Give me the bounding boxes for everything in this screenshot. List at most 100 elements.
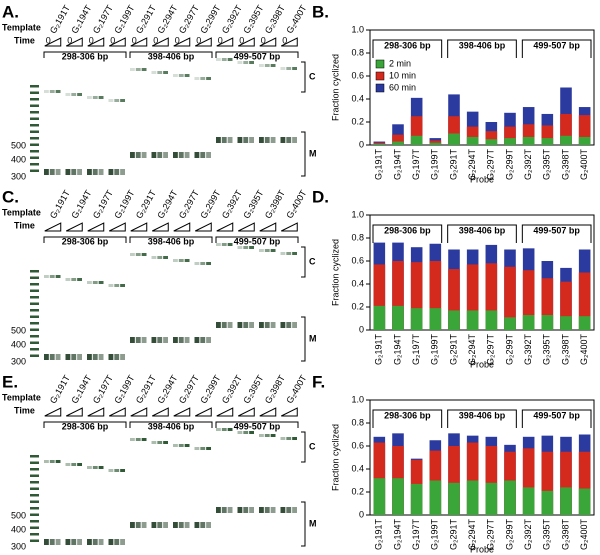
gel-band [178, 152, 184, 158]
time-wedge [152, 407, 169, 417]
gel-band [130, 253, 135, 256]
y-tick-label: 1.0 [351, 394, 364, 404]
gel-band [206, 152, 211, 158]
gel-band [270, 434, 276, 437]
panel-label: B. [312, 2, 329, 21]
gel-band [98, 169, 104, 175]
gel-band [141, 438, 147, 441]
gel-band [264, 507, 270, 513]
gel-band [108, 169, 114, 175]
gel-band [237, 61, 243, 64]
gel-band [71, 354, 77, 360]
time-wedge [195, 407, 212, 417]
bar [522, 124, 535, 145]
y-tick-label: 0.4 [351, 93, 364, 103]
bar [522, 315, 535, 330]
bar [560, 487, 572, 515]
group-bracket [43, 236, 127, 243]
gel-band [292, 137, 297, 143]
gel-band [135, 438, 141, 441]
group-bracket [215, 236, 299, 243]
bar [504, 480, 516, 515]
time-wedge [87, 407, 105, 417]
ladder-band [30, 117, 39, 120]
bar [578, 115, 591, 145]
y-tick-label: 0.6 [351, 255, 364, 265]
gel-band [87, 96, 92, 99]
legend-label: 10 min [389, 70, 416, 80]
gel-band [286, 507, 292, 513]
gel-band [178, 74, 184, 77]
time-wedge [130, 37, 148, 47]
bar [560, 135, 572, 145]
x-tick-label: G₂297T [486, 149, 496, 181]
time-wedge [109, 407, 126, 417]
bar [522, 448, 535, 515]
ladder-band [30, 137, 39, 140]
gel-band [286, 437, 292, 440]
gel-band [286, 137, 292, 143]
gel-band [292, 322, 297, 328]
gel-band [194, 522, 200, 528]
time-wedge [259, 222, 277, 232]
gel-band [65, 539, 71, 545]
gel-band [227, 507, 233, 513]
legend-label: 60 min [389, 82, 416, 92]
bar [485, 482, 498, 515]
panel-label: E. [2, 372, 18, 391]
time-wedge [195, 37, 212, 47]
gel-band [237, 137, 243, 143]
gel-band [259, 249, 264, 252]
group-bracket [372, 39, 443, 58]
ladder-band [30, 335, 39, 338]
gel-band [270, 249, 276, 252]
gel-band [163, 441, 168, 444]
gel-band [55, 460, 61, 463]
gel-band [108, 469, 114, 472]
time-start: 0 [132, 35, 137, 45]
gel-band [173, 259, 178, 262]
ladder-band [30, 169, 39, 172]
gel-band [243, 431, 249, 434]
gel-band [92, 96, 98, 99]
gel-band [259, 434, 264, 437]
gel-band [108, 354, 114, 360]
gel-band [44, 539, 49, 545]
x-tick-label: G₂194T [392, 519, 402, 551]
gel-band [292, 437, 297, 440]
time-wedge [173, 222, 191, 232]
gel-band [259, 507, 264, 513]
gel-band [216, 137, 221, 143]
gel-band [163, 256, 168, 259]
legend-swatch [375, 59, 385, 69]
time-label: Time [14, 220, 35, 230]
gel-band [280, 137, 286, 143]
x-tick-label: G₂395T [542, 149, 552, 181]
group-label: 398-406 bp [459, 225, 506, 235]
group-label: 298-306 bp [384, 225, 431, 235]
bar [560, 281, 572, 330]
gel-band [259, 137, 264, 143]
ladder-band [30, 494, 39, 497]
ladder-band [30, 276, 39, 279]
y-axis-label: Fraction cyclized [330, 239, 340, 306]
gel-band [130, 438, 135, 441]
gel-band [98, 96, 104, 99]
ladder-band [30, 296, 39, 299]
ladder-band [30, 143, 39, 146]
bar [541, 138, 554, 145]
bar [504, 266, 516, 330]
group-bracket [43, 421, 127, 428]
gel-band [157, 256, 163, 259]
bar [560, 316, 572, 330]
gel-band [243, 61, 249, 64]
bar [448, 310, 460, 330]
x-tick-label: G₂291T [448, 519, 458, 551]
gel-band [130, 522, 135, 528]
legend-swatch [375, 71, 385, 81]
x-axis-label: Probe [470, 544, 494, 554]
marker-label: 300 [11, 541, 26, 551]
bar [448, 269, 460, 330]
x-tick-label: G₂400T [579, 519, 589, 551]
bar [410, 483, 423, 515]
